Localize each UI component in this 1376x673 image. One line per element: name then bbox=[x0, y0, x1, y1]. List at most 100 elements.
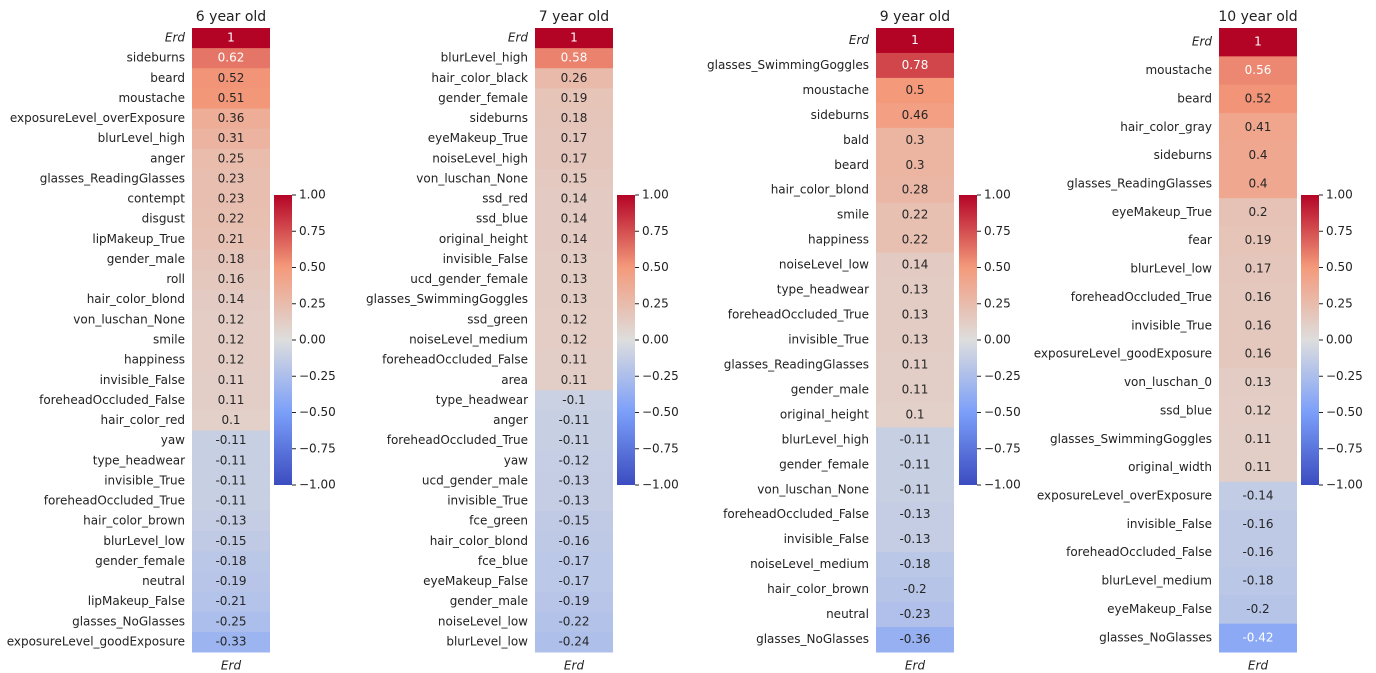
cell-value: -0.18 bbox=[215, 554, 246, 568]
row-label: fce_green bbox=[469, 514, 528, 528]
row-label: happiness bbox=[808, 233, 869, 247]
cell-value: 0.12 bbox=[218, 333, 245, 347]
row-label: beard bbox=[150, 71, 185, 85]
heatmap-cell bbox=[1219, 595, 1297, 625]
row-label: noiseLevel_low bbox=[779, 258, 869, 272]
colorbar bbox=[274, 195, 292, 485]
row-label: fear bbox=[1188, 233, 1212, 247]
heatmap-cell bbox=[876, 28, 954, 54]
heatmap-cell bbox=[192, 490, 270, 512]
heatmap-cell bbox=[535, 410, 613, 432]
row-label: sideburns bbox=[470, 111, 528, 125]
heatmap-cell bbox=[1219, 28, 1297, 57]
heatmap-cell bbox=[1219, 113, 1297, 142]
cell-value: 0.62 bbox=[218, 51, 245, 65]
heatmap-cell bbox=[876, 402, 954, 428]
row-label: ucd_gender_male bbox=[422, 473, 528, 487]
row-label: moustache bbox=[1145, 63, 1212, 77]
row-label: gender_male bbox=[450, 594, 528, 608]
heatmap-cell bbox=[876, 327, 954, 353]
row-label: blurLevel_low bbox=[446, 634, 528, 648]
cell-value: 0.19 bbox=[1245, 233, 1272, 247]
row-label: beard bbox=[1177, 91, 1212, 105]
cell-value: 0.31 bbox=[218, 131, 245, 145]
heatmap-cell bbox=[192, 571, 270, 593]
cell-value: 0.18 bbox=[218, 252, 245, 266]
row-label: ssd_blue bbox=[1160, 403, 1212, 417]
heatmap-cell bbox=[876, 202, 954, 229]
row-label: gender_male bbox=[791, 382, 869, 396]
heatmap-cell bbox=[876, 452, 954, 478]
heatmap-cell bbox=[192, 591, 270, 613]
cell-value: 0.13 bbox=[902, 283, 929, 297]
colorbar-tick-label: 0.00 bbox=[984, 333, 1011, 347]
cell-value: 0.28 bbox=[902, 183, 929, 197]
heatmap-cell bbox=[192, 48, 270, 69]
row-label: lipMakeup_True bbox=[92, 232, 185, 246]
cell-value: 0.11 bbox=[902, 357, 929, 371]
cell-value: 0.5 bbox=[905, 83, 924, 97]
heatmap-cell bbox=[535, 430, 613, 452]
row-label: blurLevel_medium bbox=[1102, 574, 1212, 588]
cell-value: 0.16 bbox=[1245, 347, 1272, 361]
heatmap-cell bbox=[876, 77, 954, 104]
heatmap-cell bbox=[535, 531, 613, 552]
row-label: noiseLevel_low bbox=[438, 614, 528, 628]
heatmap-cell bbox=[192, 511, 270, 532]
heatmap-cell bbox=[192, 430, 270, 452]
cell-value: 0.4 bbox=[1248, 177, 1267, 191]
colorbar bbox=[959, 195, 977, 485]
row-label: foreheadOccluded_False bbox=[1066, 545, 1212, 559]
row-label: yaw bbox=[504, 453, 528, 467]
heatmap-cell bbox=[535, 611, 613, 633]
row-label: eyeMakeup_True bbox=[1112, 205, 1212, 219]
colorbar-tick-label: 0.25 bbox=[984, 296, 1011, 310]
heatmap-cell bbox=[192, 289, 270, 311]
row-label: ssd_red bbox=[482, 192, 528, 206]
cell-value: 0.22 bbox=[218, 212, 245, 226]
cell-value: 0.11 bbox=[218, 373, 245, 387]
cell-value: 0.36 bbox=[218, 111, 245, 125]
heatmap-cell bbox=[535, 229, 613, 250]
cell-value: 0.11 bbox=[561, 353, 588, 367]
row-label: beard bbox=[834, 158, 869, 172]
cell-value: -0.16 bbox=[1242, 545, 1273, 559]
row-label: type_headwear bbox=[436, 393, 528, 407]
row-label: smile bbox=[837, 208, 869, 222]
row-label: foreheadOccluded_False bbox=[723, 507, 869, 521]
heatmap-cell bbox=[1219, 311, 1297, 341]
row-label: invisible_True bbox=[788, 333, 869, 347]
cell-value: 0.19 bbox=[561, 91, 588, 105]
colorbar-tick-label: 0.75 bbox=[642, 224, 669, 238]
row-label: moustache bbox=[802, 83, 869, 97]
row-label: hair_color_blond bbox=[87, 292, 185, 306]
colorbar-tick-label: −0.25 bbox=[984, 369, 1021, 383]
heatmap-cell bbox=[192, 189, 270, 210]
heatmap-cell bbox=[192, 168, 270, 190]
row-label: contempt bbox=[127, 192, 185, 206]
heatmap-cell bbox=[1219, 566, 1297, 596]
row-label: von_luschan_None bbox=[73, 312, 185, 326]
heatmap-cell bbox=[535, 470, 613, 492]
heatmap-cell bbox=[535, 249, 613, 271]
cell-value: 1 bbox=[1254, 35, 1262, 49]
cell-value: -0.12 bbox=[558, 453, 589, 467]
cell-value: -0.11 bbox=[899, 432, 930, 446]
heatmap-cell bbox=[535, 108, 613, 130]
heatmap-cell bbox=[535, 128, 613, 150]
cell-value: -0.21 bbox=[215, 594, 246, 608]
row-label: gender_female bbox=[438, 91, 528, 105]
colorbar bbox=[617, 195, 635, 485]
cell-value: 0.12 bbox=[561, 333, 588, 347]
heatmap-cell bbox=[876, 102, 954, 129]
cell-value: -0.2 bbox=[1246, 602, 1269, 616]
cell-value: -0.19 bbox=[215, 574, 246, 588]
row-label: neutral bbox=[142, 574, 185, 588]
cell-value: 0.22 bbox=[902, 208, 929, 222]
heatmap-cell bbox=[192, 611, 270, 633]
heatmap-cell bbox=[876, 152, 954, 179]
cell-value: 0.17 bbox=[1245, 262, 1272, 276]
cell-value: 0.11 bbox=[1245, 432, 1272, 446]
colorbar-tick-label: 0.25 bbox=[1326, 296, 1353, 310]
cell-value: 0.22 bbox=[902, 233, 929, 247]
